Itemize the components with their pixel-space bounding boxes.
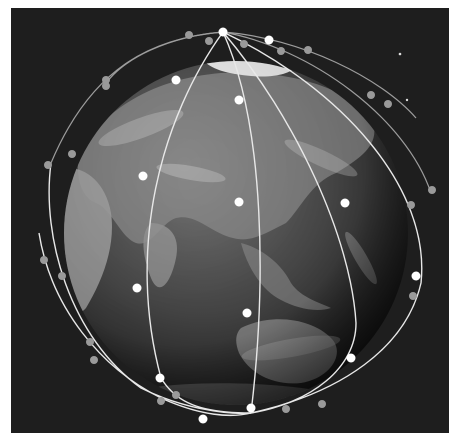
satellite-dot-front [234,95,244,105]
satellite-dot-back [90,356,98,364]
satellite-dot-back [240,40,248,48]
satellite-dot-back [407,201,415,209]
orbit-back-arc [102,31,224,89]
orbit-line-e [48,162,252,415]
satellite-dot-back [428,186,436,194]
satellites-back [40,31,436,413]
satellite-dot-back [44,161,52,169]
satellite-dot-front [411,271,421,281]
satellite-dot-back [205,37,213,45]
satellite-dot-back [282,405,290,413]
satellite-dot-back [384,100,392,108]
satellite-dot-back [68,150,76,158]
satellite-dot-front [155,373,165,383]
satellite-globe-figure [38,27,436,424]
satellite-dot-back [102,76,110,84]
satellite-dot-front [340,198,350,208]
satellite-dot-front [132,283,142,293]
satellite-dot-back [58,272,66,280]
orbit-line-a [222,31,261,414]
satellite-dot-back [157,397,165,405]
satellite-dot-back [102,82,110,90]
image-frame [11,8,449,433]
earth-globe [64,61,408,405]
satellite-dot-back [277,47,285,55]
orbit-back-arc [222,31,432,194]
star-point [405,98,409,102]
satellite-dot-back [185,31,193,39]
star-point [398,52,402,56]
satellite-dot-back [304,46,312,54]
satellite-dot-front [246,403,256,413]
satellite-dot-front [346,353,356,363]
satellite-dot-back [172,391,180,399]
satellite-dot-front [264,35,274,45]
satellite-dot-front [198,414,208,424]
orbits-back-group [50,31,432,194]
satellite-dot-back [367,91,375,99]
satellite-dot-front [242,308,252,318]
orbit-line-d [222,31,423,414]
satellites-front [132,27,421,424]
satellite-dot-front [218,27,228,37]
satellite-dot-back [409,292,417,300]
satellite-dot-front [138,171,148,181]
satellite-dot-back [86,338,94,346]
satellite-dot-back [318,400,326,408]
orbit-line-f [38,232,252,417]
orbits-front-group [38,31,423,417]
satellite-dot-back [40,256,48,264]
orbit-back-arc [222,31,417,119]
orbit-line-c [222,31,357,414]
orbit-line-b [146,31,252,414]
satellite-dot-front [171,75,181,85]
satellite-dot-front [234,197,244,207]
